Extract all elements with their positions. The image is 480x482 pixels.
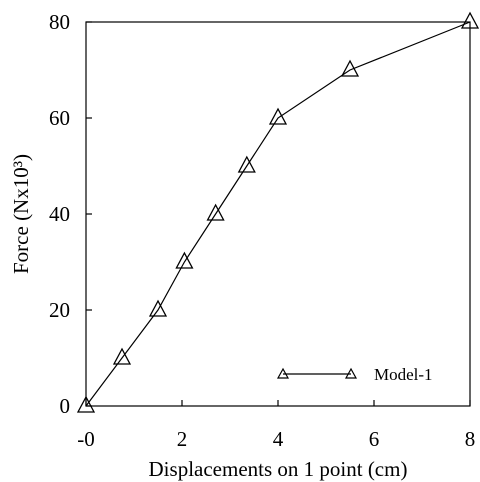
legend: Model-1 — [276, 365, 433, 384]
x-tick-label: 8 — [465, 427, 476, 451]
series-line-model-1 — [85, 21, 471, 407]
plot-frame — [85, 21, 471, 407]
y-tick-label: 80 — [49, 10, 70, 34]
data-point-marker — [340, 59, 360, 77]
data-point-marker — [148, 299, 168, 317]
x-axis: -0 2 4 6 8 — [77, 400, 475, 451]
data-point-marker — [175, 251, 194, 269]
y-tick-label: 20 — [49, 298, 70, 322]
y-tick-label: 40 — [49, 202, 70, 226]
x-tick-label: 6 — [369, 427, 380, 451]
x-tick-label: 2 — [177, 427, 188, 451]
series-markers — [76, 11, 480, 413]
legend-marker-right — [344, 367, 358, 379]
legend-marker-left — [276, 367, 290, 379]
y-tick-label: 0 — [60, 394, 71, 418]
y-axis: 0 20 40 60 80 — [49, 10, 92, 418]
data-point-marker — [112, 347, 132, 365]
data-point-marker — [76, 395, 96, 413]
x-axis-label: Displacements on 1 point (cm) — [149, 457, 408, 481]
legend-label: Model-1 — [374, 365, 433, 384]
data-point-marker — [268, 107, 288, 125]
x-tick-label: -0 — [77, 427, 95, 451]
data-point-marker — [237, 155, 256, 173]
x-tick-label: 4 — [273, 427, 284, 451]
y-axis-label: Force (Nx10³) — [9, 154, 33, 274]
data-point-marker — [206, 203, 225, 221]
y-tick-label: 60 — [49, 106, 70, 130]
data-point-marker — [460, 11, 480, 29]
